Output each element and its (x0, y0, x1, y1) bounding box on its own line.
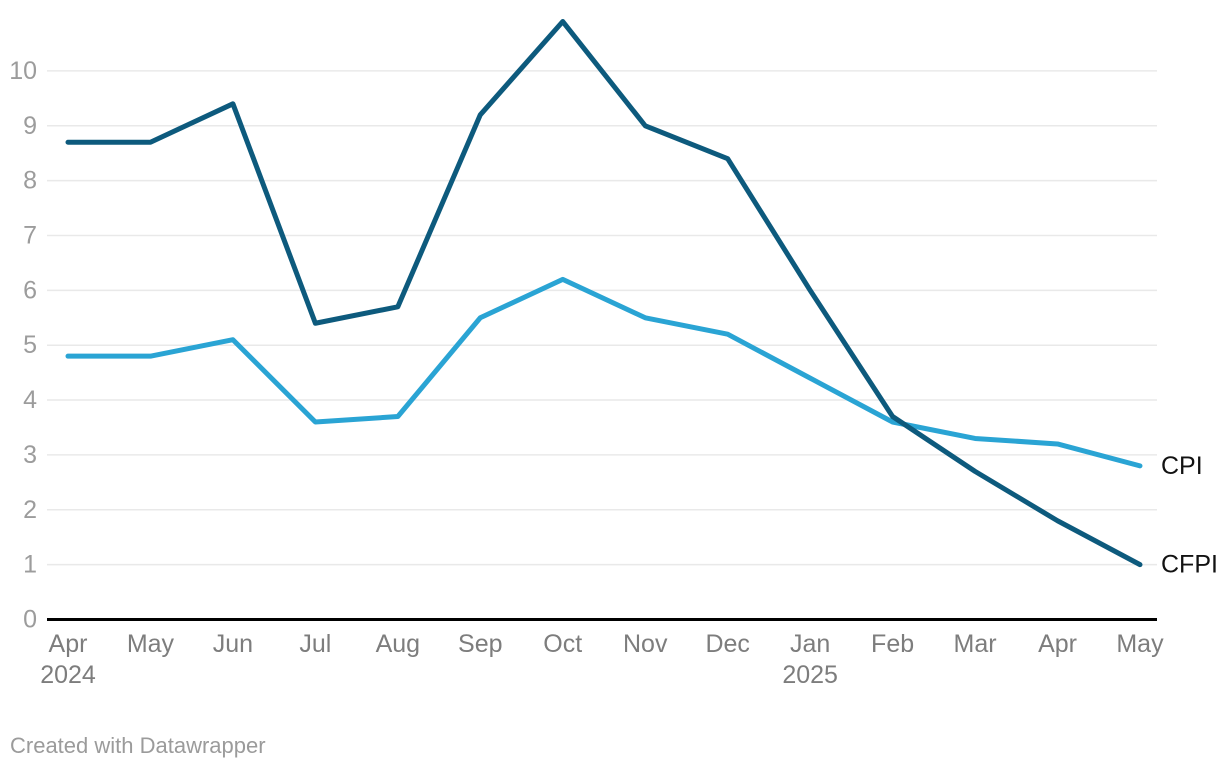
y-tick-label: 4 (23, 386, 37, 414)
x-tick-label: Apr (1038, 630, 1077, 658)
y-tick-label: 10 (9, 57, 37, 85)
series-line-cpi (65, 276, 1143, 469)
x-axis-tick-labels: Apr 2024 May Jun Jul Aug Sep Oct Nov Dec Jan 2025 Fe… (40, 630, 1164, 689)
x-tick-label: Sep (458, 630, 502, 658)
x-tick-label: May (1116, 630, 1164, 658)
y-tick-label: 7 (23, 221, 37, 249)
x-tick-label: Jan (790, 630, 830, 658)
y-tick-label: 1 (23, 551, 37, 579)
datawrapper-attribution-link[interactable]: Created with Datawrapper (10, 733, 266, 758)
series-line-cfpi (65, 19, 1143, 568)
y-axis-tick-labels: 0 1 2 3 4 5 6 7 8 9 10 (9, 57, 37, 634)
y-tick-label: 3 (23, 441, 37, 469)
y-tick-label: 8 (23, 167, 37, 195)
x-tick-label: Aug (376, 630, 420, 658)
y-tick-label: 9 (23, 112, 37, 140)
x-tick-label: Jul (299, 630, 331, 658)
x-tick-label: Nov (623, 630, 668, 658)
x-tick-label: Oct (543, 630, 582, 658)
x-tick-year-label: 2024 (40, 661, 96, 689)
series-label-cfpi: CFPI (1161, 551, 1218, 579)
series-label-cpi: CPI (1161, 452, 1203, 480)
x-tick-label: May (127, 630, 175, 658)
y-tick-label: 0 (23, 606, 37, 634)
y-tick-label: 5 (23, 331, 37, 359)
gridlines (47, 70, 1157, 621)
x-tick-label: Dec (705, 630, 749, 658)
x-tick-label: Feb (871, 630, 914, 658)
x-tick-label: Mar (954, 630, 997, 658)
x-tick-label: Apr (49, 630, 88, 658)
series-lines: CPI CFPI (65, 19, 1218, 579)
x-tick-year-label: 2025 (782, 661, 838, 689)
y-tick-label: 2 (23, 496, 37, 524)
y-tick-label: 6 (23, 276, 37, 304)
x-tick-label: Jun (213, 630, 253, 658)
